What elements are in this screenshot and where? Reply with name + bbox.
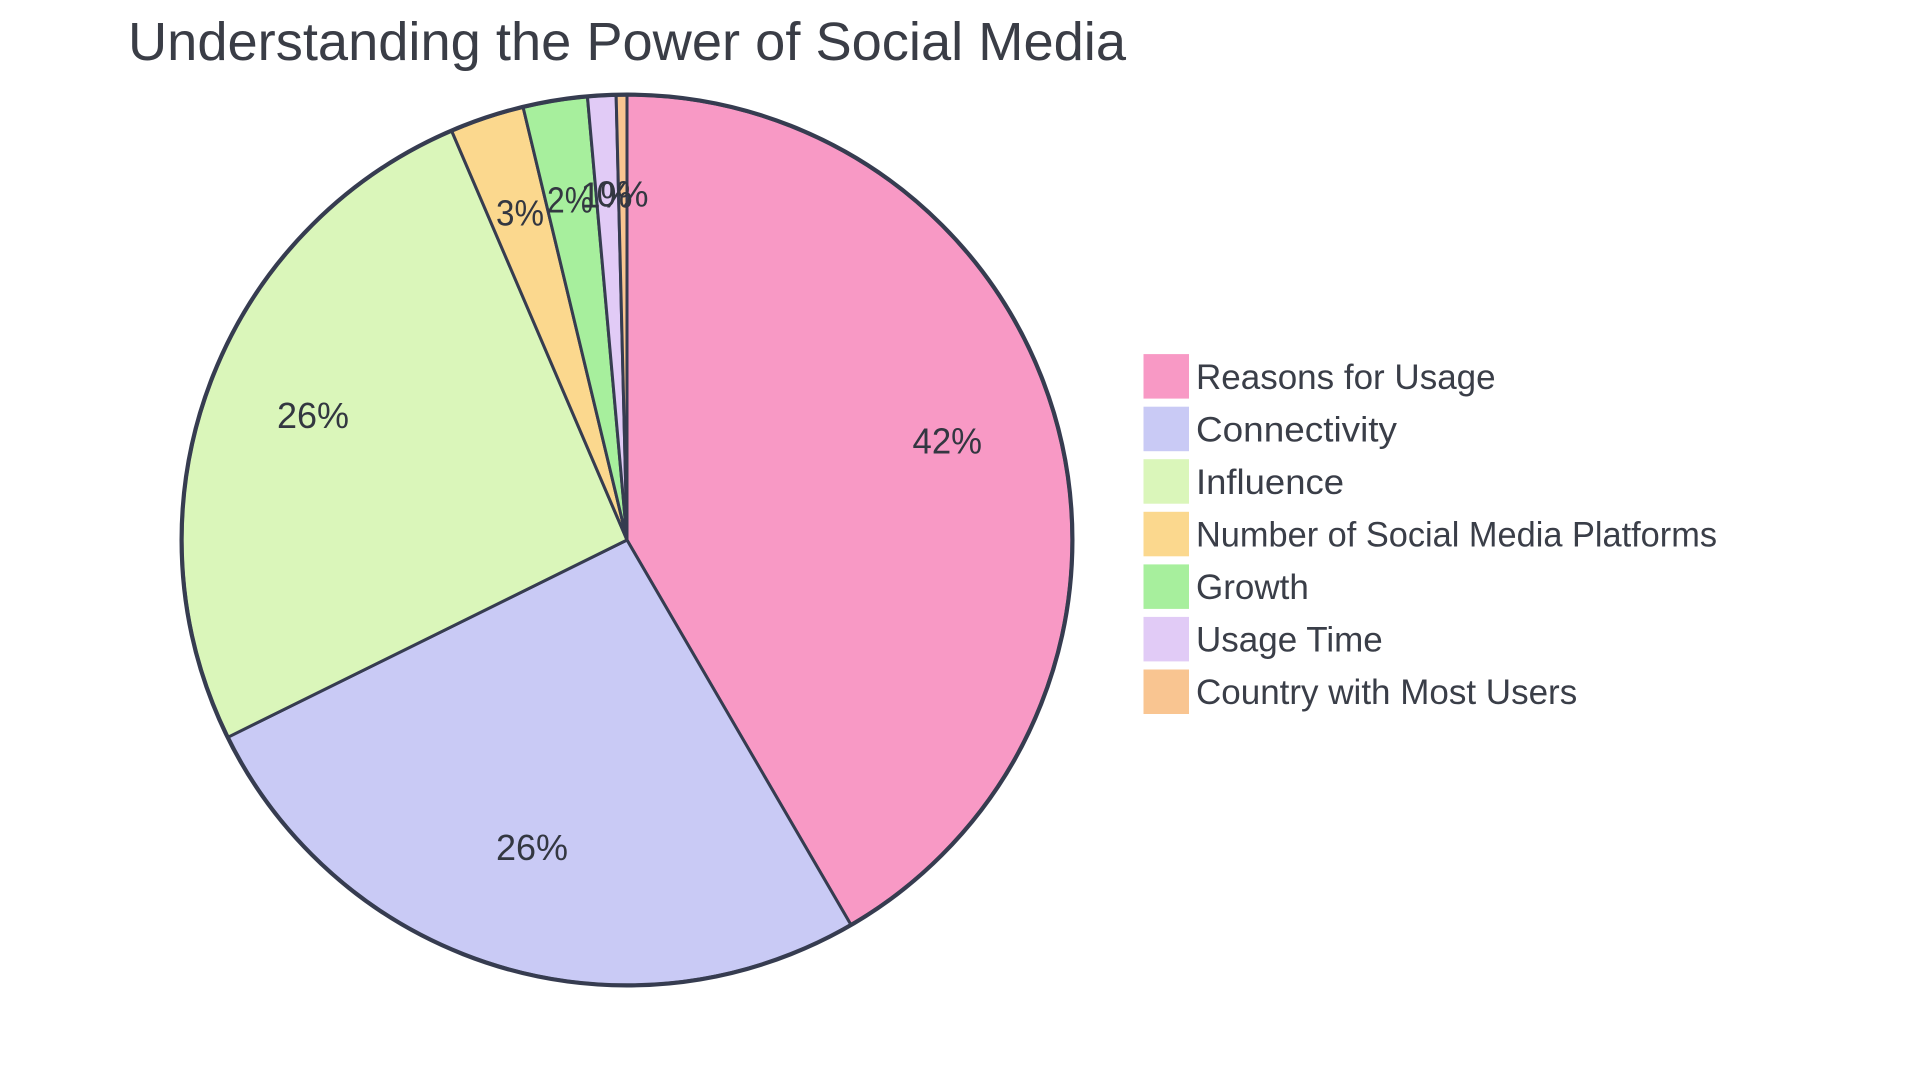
svg-text:Growth: Growth bbox=[1196, 568, 1309, 607]
svg-text:Connectivity: Connectivity bbox=[1196, 410, 1398, 449]
svg-text:Reasons for Usage: Reasons for Usage bbox=[1196, 358, 1496, 397]
svg-text:Number of Social Media Platfor: Number of Social Media Platforms bbox=[1196, 516, 1717, 555]
svg-text:Influence: Influence bbox=[1196, 463, 1344, 502]
svg-text:42%: 42% bbox=[913, 421, 983, 462]
svg-text:0%: 0% bbox=[596, 174, 648, 215]
svg-text:Understanding the Power of Soc: Understanding the Power of Social Media bbox=[128, 12, 1127, 72]
svg-text:26%: 26% bbox=[277, 395, 349, 436]
svg-text:Usage Time: Usage Time bbox=[1196, 621, 1383, 660]
svg-text:2%: 2% bbox=[547, 180, 593, 221]
svg-text:1%: 1% bbox=[580, 175, 632, 216]
svg-text:3%: 3% bbox=[496, 193, 544, 234]
svg-text:Country with Most Users: Country with Most Users bbox=[1196, 673, 1577, 712]
svg-text:26%: 26% bbox=[496, 827, 568, 868]
